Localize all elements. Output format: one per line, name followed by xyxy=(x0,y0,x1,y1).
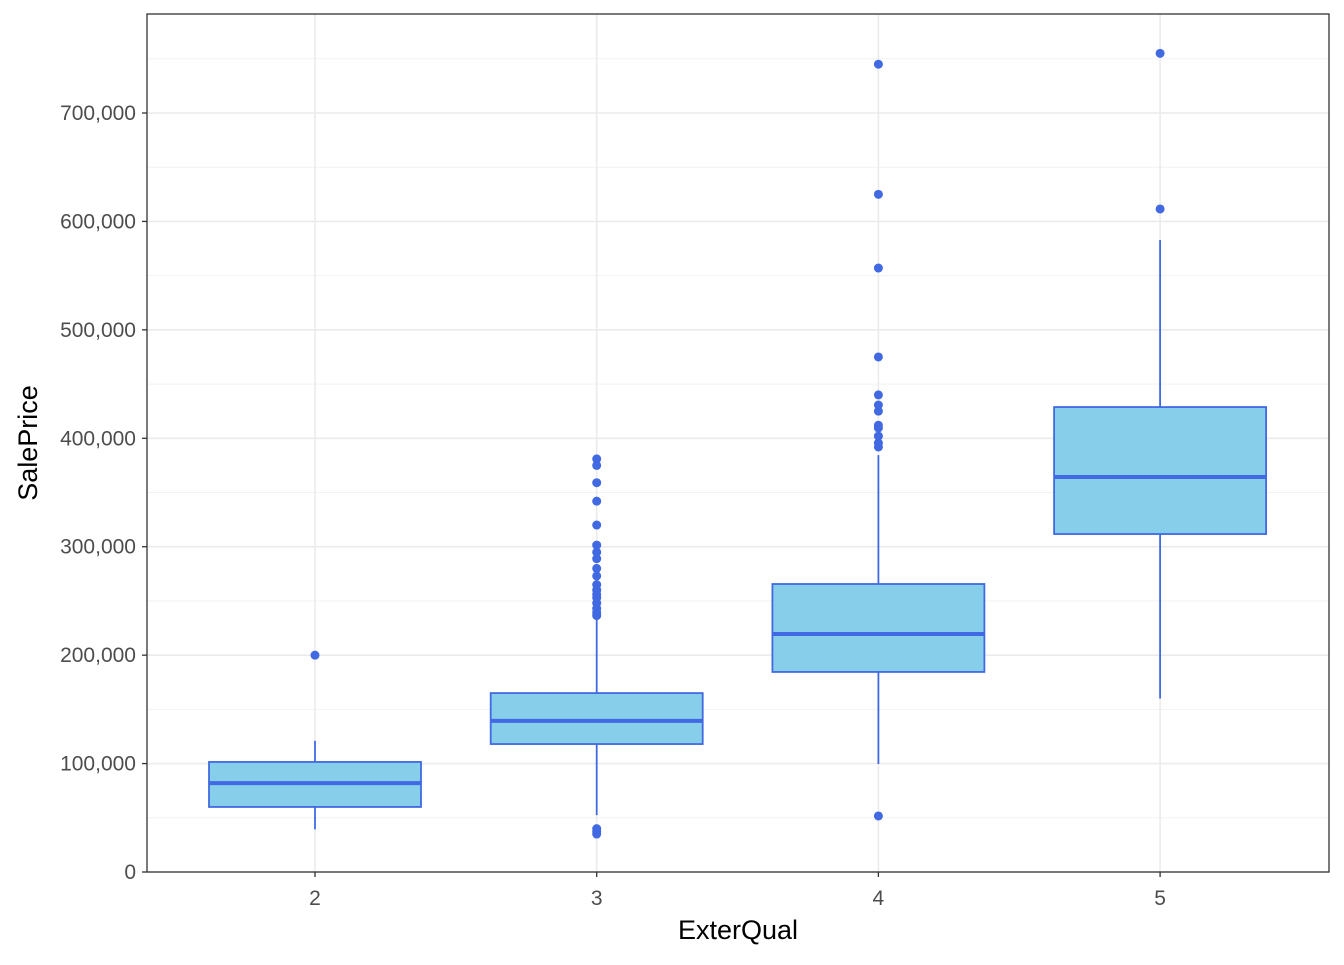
outlier-point xyxy=(592,824,602,834)
outlier-point xyxy=(873,59,883,69)
outlier-point xyxy=(873,390,883,400)
outlier-point xyxy=(310,650,320,660)
outlier-point xyxy=(873,263,883,273)
y-tick-label: 700,000 xyxy=(60,102,136,125)
outlier-point xyxy=(1155,48,1165,58)
box-iqr xyxy=(1053,406,1267,535)
plot-border xyxy=(146,13,1330,873)
x-tick-label: 5 xyxy=(1154,887,1166,910)
outlier-point xyxy=(873,189,883,199)
y-tick-label: 400,000 xyxy=(60,427,136,450)
outlier-point xyxy=(873,400,883,410)
y-tick-label: 0 xyxy=(124,861,136,884)
box-iqr xyxy=(489,692,704,745)
box-iqr xyxy=(771,583,986,673)
x-tick-label: 4 xyxy=(873,887,885,910)
box-4 xyxy=(771,59,986,821)
axes: 0 100,000 200,000 300,000 400,000 500,000 600,… xyxy=(60,102,1166,910)
outlier-point xyxy=(592,478,602,488)
y-axis-label: SalePrice xyxy=(13,385,43,501)
outlier-point xyxy=(592,496,602,506)
outlier-point xyxy=(873,420,883,430)
outlier-point xyxy=(873,352,883,362)
box-3 xyxy=(489,454,704,839)
outlier-point xyxy=(1155,204,1165,214)
outlier-point xyxy=(592,460,602,470)
outlier-point xyxy=(873,431,883,441)
x-tick-label: 3 xyxy=(591,887,603,910)
outlier-point xyxy=(592,547,602,557)
outlier-point xyxy=(873,438,883,448)
box-5 xyxy=(1053,48,1267,699)
box-2 xyxy=(208,650,422,830)
outlier-point xyxy=(592,563,602,573)
outlier-point xyxy=(873,811,883,821)
y-tick-label: 300,000 xyxy=(60,536,136,559)
outlier-point xyxy=(873,406,883,416)
y-tick-label: 100,000 xyxy=(60,753,136,776)
outlier-point xyxy=(592,571,602,581)
outlier-point xyxy=(592,580,602,590)
outlier-point xyxy=(592,520,602,530)
outlier-point xyxy=(592,454,602,464)
y-tick-label: 200,000 xyxy=(60,644,136,667)
boxes xyxy=(208,48,1267,839)
outlier-point xyxy=(592,554,602,564)
outlier-point xyxy=(592,540,602,550)
y-tick-label: 500,000 xyxy=(60,319,136,342)
x-tick-label: 2 xyxy=(309,887,321,910)
x-axis-label: ExterQual xyxy=(678,915,798,945)
y-tick-label: 600,000 xyxy=(60,210,136,233)
